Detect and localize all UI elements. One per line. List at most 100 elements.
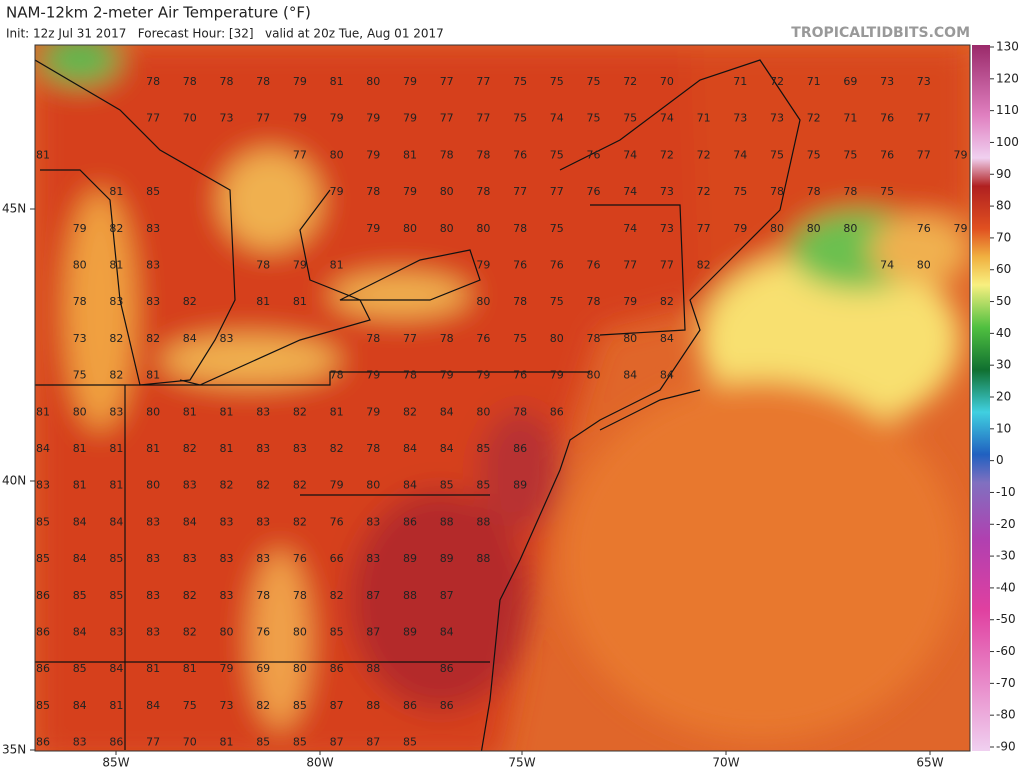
temperature-label: 87 <box>330 699 344 712</box>
temperature-label: 83 <box>109 295 123 308</box>
colorbar-tick-label: 40 <box>996 326 1011 340</box>
longitude-label: 70W <box>712 756 739 770</box>
temperature-label: 87 <box>366 626 380 639</box>
temperature-label: 89 <box>403 626 417 639</box>
temperature-label: 76 <box>550 259 564 272</box>
temperature-label: 81 <box>109 699 123 712</box>
temperature-label: 83 <box>256 515 270 528</box>
temperature-label: 76 <box>587 148 601 161</box>
temperature-label: 82 <box>697 259 711 272</box>
colorbar-tick-label: 10 <box>996 421 1011 435</box>
temperature-label: 77 <box>550 185 564 198</box>
temperature-label: 89 <box>403 552 417 565</box>
temperature-label: 83 <box>146 515 160 528</box>
temperature-label: 88 <box>440 515 454 528</box>
temperature-label: 78 <box>366 332 380 345</box>
temperature-label: 84 <box>73 515 87 528</box>
temperature-label: 79 <box>73 222 87 235</box>
temperature-label: 79 <box>403 112 417 125</box>
temperature-label: 78 <box>513 222 527 235</box>
temperature-label: 79 <box>733 222 747 235</box>
temperature-label: 84 <box>73 552 87 565</box>
temperature-label: 82 <box>293 405 307 418</box>
temperature-label: 79 <box>293 75 307 88</box>
temperature-label: 71 <box>843 112 857 125</box>
temperature-label: 69 <box>256 662 270 675</box>
temperature-label: 84 <box>440 442 454 455</box>
temperature-label: 85 <box>440 479 454 492</box>
temperature-label: 78 <box>220 75 234 88</box>
temperature-label: 78 <box>256 259 270 272</box>
temperature-label: 78 <box>293 589 307 602</box>
subtitle: Init: 12z Jul 31 2017 Forecast Hour: [32… <box>6 27 444 41</box>
temperature-label: 74 <box>550 112 564 125</box>
temperature-label: 70 <box>660 75 674 88</box>
temperature-label: 79 <box>476 369 490 382</box>
temperature-label: 71 <box>697 112 711 125</box>
temperature-label: 80 <box>366 479 380 492</box>
temperature-label: 82 <box>183 295 197 308</box>
temperature-label: 83 <box>146 295 160 308</box>
temperature-label: 85 <box>476 479 490 492</box>
temperature-label: 83 <box>366 515 380 528</box>
temperature-label: 83 <box>183 552 197 565</box>
temperature-label: 75 <box>880 185 894 198</box>
temperature-label: 85 <box>73 662 87 675</box>
temperature-label: 78 <box>807 185 821 198</box>
temperature-label: 78 <box>403 369 417 382</box>
temperature-label: 85 <box>403 736 417 749</box>
temperature-label: 82 <box>293 515 307 528</box>
temperature-label: 76 <box>513 369 527 382</box>
temperature-label: 80 <box>146 479 160 492</box>
temperature-label: 82 <box>256 479 270 492</box>
temperature-label: 78 <box>256 589 270 602</box>
temperature-label: 82 <box>330 589 344 602</box>
temperature-label: 78 <box>843 185 857 198</box>
temperature-label: 79 <box>330 112 344 125</box>
colorbar-tick-label: 20 <box>996 390 1011 404</box>
temperature-label: 81 <box>36 405 50 418</box>
temperature-label: 74 <box>733 148 747 161</box>
temperature-label: 84 <box>73 699 87 712</box>
temperature-label: 78 <box>146 75 160 88</box>
temperature-label: 75 <box>623 112 637 125</box>
temperature-label: 85 <box>36 552 50 565</box>
temperature-label: 75 <box>807 148 821 161</box>
temperature-label: 80 <box>293 662 307 675</box>
temperature-label: 83 <box>109 405 123 418</box>
temperature-label: 75 <box>587 75 601 88</box>
temperature-label: 79 <box>476 259 490 272</box>
temperature-label: 81 <box>109 479 123 492</box>
temperature-label: 84 <box>183 332 197 345</box>
temperature-label: 83 <box>146 552 160 565</box>
temperature-label: 75 <box>550 75 564 88</box>
temperature-label: 85 <box>256 736 270 749</box>
temperature-label: 80 <box>366 75 380 88</box>
temperature-label: 78 <box>366 442 380 455</box>
temperature-label: 84 <box>183 515 197 528</box>
temperature-label: 76 <box>587 185 601 198</box>
temperature-label: 80 <box>843 222 857 235</box>
temperature-label: 82 <box>403 405 417 418</box>
temperature-label: 83 <box>293 442 307 455</box>
temperature-label: 78 <box>476 185 490 198</box>
temperature-label: 78 <box>440 148 454 161</box>
colorbar-tick-label: -80 <box>996 708 1016 722</box>
temperature-label: 73 <box>917 75 931 88</box>
temperature-label: 84 <box>403 479 417 492</box>
temperature-label: 79 <box>550 369 564 382</box>
temperature-label: 78 <box>587 295 601 308</box>
temperature-label: 83 <box>256 442 270 455</box>
temperature-label: 88 <box>476 515 490 528</box>
temperature-label: 84 <box>660 369 674 382</box>
temperature-label: 81 <box>146 662 160 675</box>
temperature-label: 77 <box>256 112 270 125</box>
longitude-label: 80W <box>306 756 333 770</box>
temperature-label: 81 <box>330 75 344 88</box>
temperature-label: 81 <box>220 405 234 418</box>
temperature-label: 83 <box>220 589 234 602</box>
colorbar-tick-label: 110 <box>996 103 1019 117</box>
temperature-label: 86 <box>109 736 123 749</box>
temperature-label: 80 <box>220 626 234 639</box>
temperature-label: 70 <box>183 736 197 749</box>
